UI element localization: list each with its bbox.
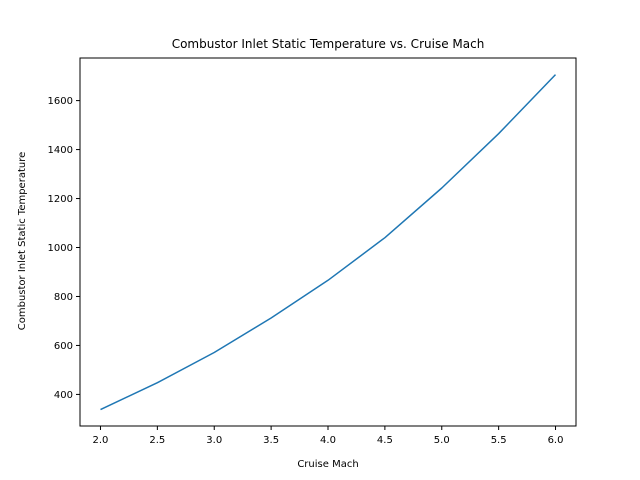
chart-title: Combustor Inlet Static Temperature vs. C… (172, 37, 485, 51)
x-tick-label: 5.0 (434, 435, 450, 446)
y-tick-label: 1200 (48, 194, 73, 205)
x-tick-label: 2.5 (149, 435, 165, 446)
plot-area: 2.0 2.5 3.0 3.5 4.0 4.5 5.0 5.5 6.0 400 600 800 1000… (48, 57, 577, 446)
y-axis-title: Combustor Inlet Static Temperature (17, 152, 28, 331)
y-tick-label: 400 (54, 390, 73, 401)
y-tick-label: 1400 (48, 145, 73, 156)
x-tick-label: 2.0 (93, 435, 109, 446)
x-tick-label: 4.0 (320, 435, 336, 446)
x-tick-label: 6.0 (548, 435, 564, 446)
y-tick-label: 1600 (48, 96, 73, 107)
x-tick-label: 4.5 (377, 435, 393, 446)
y-tick-label: 800 (54, 292, 73, 303)
x-tick-label: 3.0 (206, 435, 222, 446)
y-tick-label: 1000 (48, 243, 73, 254)
y-tick-label: 600 (54, 341, 73, 352)
x-tick-label: 3.5 (263, 435, 279, 446)
series-line-0 (100, 74, 557, 411)
x-tick-label: 5.5 (491, 435, 507, 446)
x-axis-title: Cruise Mach (297, 459, 358, 470)
